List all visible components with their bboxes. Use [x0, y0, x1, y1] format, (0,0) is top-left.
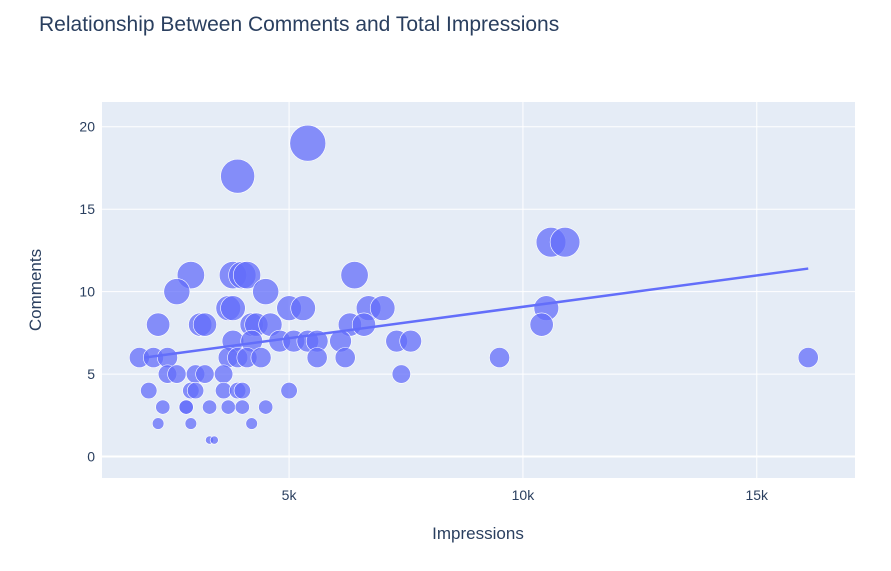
data-point	[155, 399, 171, 415]
data-point	[202, 399, 218, 415]
data-point	[340, 261, 369, 290]
data-point	[369, 295, 396, 321]
data-point	[797, 347, 819, 369]
y-tick-label: 10	[79, 284, 95, 300]
plot-area	[102, 102, 855, 478]
data-point	[334, 347, 356, 369]
x-tick-labels: 5k 10k 15k	[282, 487, 769, 503]
data-point	[245, 417, 258, 430]
data-point	[220, 295, 246, 321]
data-point	[140, 382, 158, 400]
data-point	[214, 364, 234, 384]
y-axis-title: Comments	[26, 249, 45, 331]
y-tick-label: 0	[87, 449, 95, 465]
data-point	[146, 312, 171, 337]
data-point	[167, 364, 187, 384]
x-tick-label: 15k	[745, 487, 769, 503]
data-point	[250, 347, 272, 369]
data-point	[306, 347, 328, 369]
data-point	[234, 399, 250, 415]
data-point	[233, 382, 251, 400]
data-point	[391, 364, 411, 384]
data-point	[184, 417, 198, 430]
data-point	[258, 399, 274, 415]
trendline-layer	[143, 267, 809, 359]
data-point	[192, 312, 217, 337]
data-point	[549, 226, 581, 258]
x-tick-label: 5k	[282, 487, 298, 503]
data-point	[178, 399, 194, 415]
y-tick-label: 15	[79, 201, 95, 217]
x-axis-title: Impressions	[432, 524, 524, 543]
data-point	[151, 417, 165, 430]
chart-title: Relationship Between Comments and Total …	[39, 13, 559, 36]
y-tick-labels: 0 5 10 15 20	[79, 119, 95, 465]
data-point	[399, 329, 422, 353]
data-point	[290, 295, 316, 321]
x-gridlines	[288, 102, 758, 478]
data-point	[529, 312, 554, 337]
data-point	[209, 435, 219, 445]
data-point	[163, 278, 191, 306]
data-point	[186, 382, 205, 400]
data-point	[232, 261, 261, 290]
y-tick-label: 20	[79, 119, 95, 135]
data-point	[280, 382, 298, 400]
data-point	[195, 364, 215, 384]
data-point	[289, 124, 327, 162]
data-point	[220, 399, 236, 415]
x-tick-label: 10k	[512, 487, 536, 503]
trendline	[143, 267, 809, 359]
y-tick-label: 5	[87, 366, 95, 382]
data-point	[252, 278, 280, 306]
data-point	[220, 158, 255, 194]
data-point	[351, 312, 376, 337]
data-point	[489, 347, 510, 369]
